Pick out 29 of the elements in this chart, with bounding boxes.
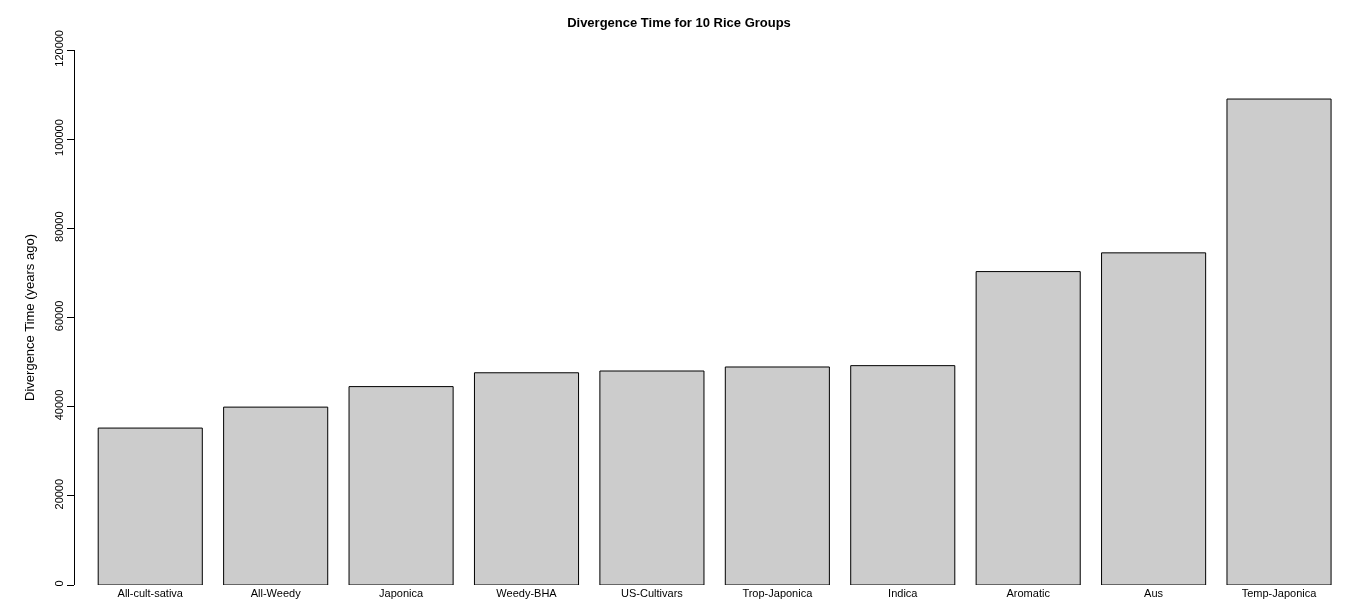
y-tick-label: 120000 — [52, 29, 65, 67]
bar — [223, 406, 329, 585]
x-tick-label: Indica — [888, 587, 919, 599]
x-tick-label: Aus — [1144, 587, 1164, 599]
x-tick-label: Japonica — [379, 587, 424, 599]
bar — [724, 366, 830, 585]
bar — [97, 427, 203, 585]
bar — [975, 271, 1081, 585]
bar — [473, 372, 580, 585]
y-tick-label: 80000 — [52, 211, 65, 242]
x-tick-label: Aromatic — [1006, 587, 1051, 599]
y-axis-title: Divergence Time (years ago) — [21, 234, 37, 401]
y-tick-label: 40000 — [52, 389, 65, 421]
y-tick-label: 60000 — [52, 300, 65, 332]
x-tick-label: Temp-Japonica — [1241, 587, 1318, 599]
x-tick-label: US-Cultivars — [621, 587, 684, 599]
chart-title: Divergence Time for 10 Rice Groups — [567, 15, 791, 31]
x-tick-label: Trop-Japonica — [742, 587, 814, 599]
x-tick-label: All-cult-sativa — [117, 587, 184, 599]
x-tick-label: All-Weedy — [250, 587, 302, 599]
bar — [1226, 98, 1332, 585]
y-tick-label: 0 — [52, 580, 65, 587]
bar — [348, 386, 454, 585]
bar — [850, 365, 956, 585]
bar — [599, 370, 705, 585]
x-tick-label: Weedy-BHA — [496, 587, 558, 599]
y-tick-label: 20000 — [52, 478, 65, 510]
bar — [1101, 252, 1207, 585]
y-tick-label: 100000 — [52, 119, 65, 156]
